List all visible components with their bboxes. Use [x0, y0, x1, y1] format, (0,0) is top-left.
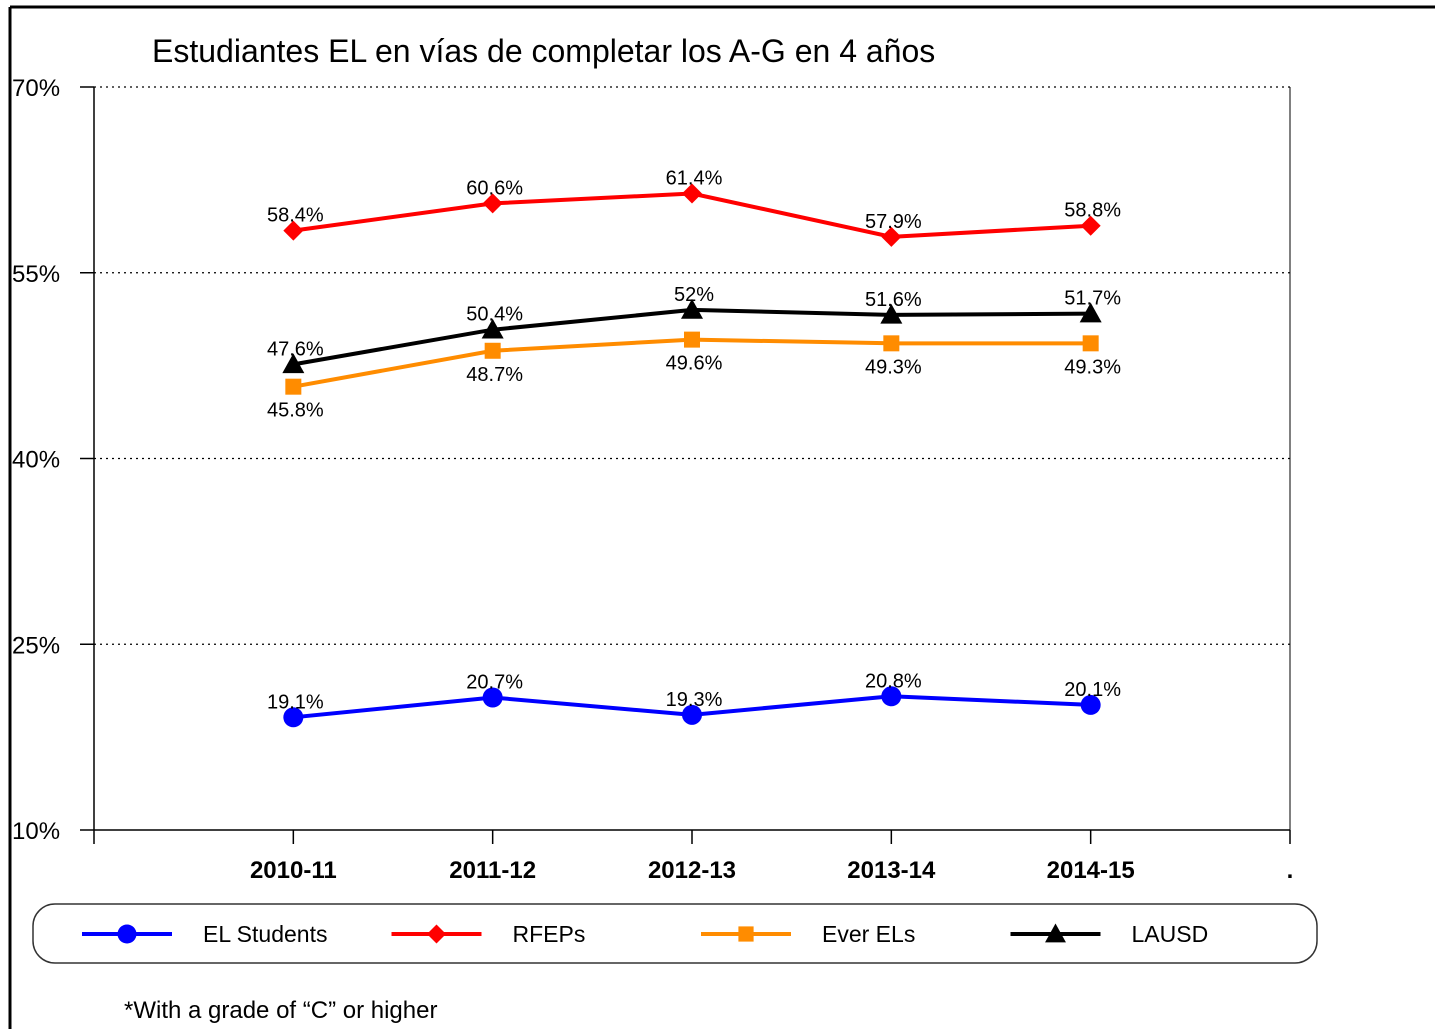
data-point: [883, 335, 900, 352]
x-tick-label: 2010-11: [250, 857, 337, 884]
data-label: 58.4%: [267, 205, 324, 227]
legend-box: [32, 903, 1318, 964]
data-label: 20.8%: [865, 670, 922, 692]
data-point: [684, 331, 700, 348]
data-label: 50.4%: [466, 304, 523, 326]
data-label: 51.7%: [1064, 288, 1121, 310]
data-label: 45.8%: [267, 400, 324, 422]
data-point: [1079, 302, 1102, 323]
data-label: 57.9%: [865, 211, 922, 233]
data-point: [481, 318, 504, 339]
data-point: [283, 220, 304, 241]
data-label: 19.3%: [666, 689, 723, 711]
data-point: [1080, 215, 1101, 236]
data-point: [482, 687, 503, 708]
legend-label: LAUSD: [1132, 921, 1209, 947]
data-point: [881, 686, 902, 707]
x-tick-label: .: [1287, 857, 1294, 884]
data-label: 20.7%: [466, 671, 523, 693]
data-point: [682, 183, 702, 204]
data-point: [283, 707, 304, 728]
data-point: [681, 298, 703, 319]
data-label: 51.6%: [865, 289, 922, 311]
data-point: [282, 353, 305, 374]
data-label: 20.1%: [1064, 679, 1121, 701]
data-point: [881, 226, 902, 247]
data-point: [1080, 694, 1101, 715]
data-label: 49.6%: [666, 353, 723, 375]
y-tick-label: 40%: [12, 447, 60, 474]
data-label: 48.7%: [466, 364, 523, 386]
data-point: [880, 303, 903, 324]
data-label: 49.3%: [1064, 356, 1121, 378]
data-point: [285, 378, 302, 395]
data-point: [682, 704, 702, 725]
x-tick-label: 2013-14: [847, 857, 936, 884]
data-label: 61.4%: [666, 167, 723, 189]
x-tick-label: 2011-12: [449, 857, 536, 884]
legend-marker: [1045, 923, 1066, 943]
data-label: 52%: [674, 284, 714, 306]
legend-label: RFEPs: [513, 921, 586, 947]
x-tick-label: 2014-15: [1047, 857, 1135, 884]
data-point: [484, 342, 501, 359]
y-tick-label: 10%: [12, 818, 60, 845]
legend-label: EL Students: [203, 921, 327, 947]
x-tick-label: 2012-13: [648, 857, 736, 884]
data-point: [1082, 335, 1099, 352]
legend-marker: [738, 926, 754, 942]
data-label: 49.3%: [865, 356, 922, 378]
data-label: 47.6%: [267, 338, 324, 360]
legend-marker: [427, 924, 446, 944]
data-label: 58.8%: [1064, 200, 1121, 222]
y-tick-label: 55%: [12, 261, 60, 288]
chart-title: Estudiantes EL en vías de completar los …: [152, 33, 935, 69]
y-tick-label: 25%: [12, 632, 60, 659]
data-label: 19.1%: [267, 691, 324, 713]
legend-label: Ever ELs: [822, 921, 915, 947]
data-label: 60.6%: [466, 177, 523, 199]
legend-marker: [117, 924, 137, 944]
footnote: *With a grade of “C” or higher: [124, 997, 437, 1024]
y-tick-label: 70%: [12, 75, 60, 102]
data-point: [482, 193, 503, 214]
